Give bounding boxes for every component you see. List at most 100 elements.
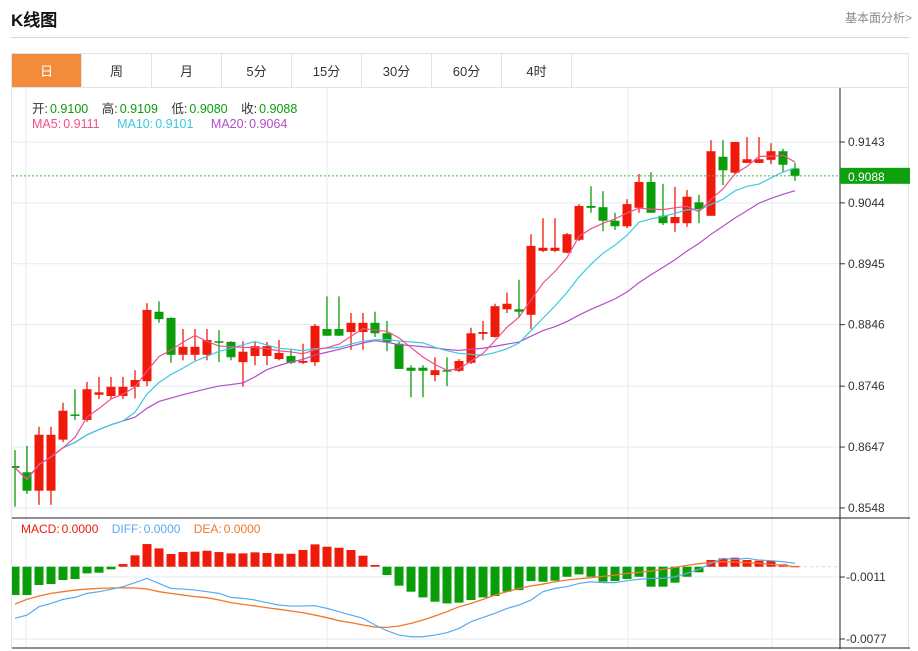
low-label: 低: [171, 102, 188, 116]
candle-down [718, 156, 728, 171]
macd-bar [202, 550, 212, 567]
tab-5min[interactable]: 5分 [222, 54, 292, 87]
fundamental-analysis-link[interactable]: 基本面分析> [844, 11, 912, 25]
candle-up [142, 309, 152, 382]
macd-bar [298, 549, 308, 567]
macd-bar [34, 566, 44, 586]
macd-bar [682, 566, 692, 577]
macd-bar [310, 544, 320, 567]
candle-down [12, 466, 20, 468]
candle-up [562, 234, 572, 253]
macd-bar [250, 552, 260, 567]
macd-bar [130, 555, 140, 567]
candle-up [250, 346, 260, 357]
macd-tick-label: -0.0077 [846, 632, 887, 646]
dea-line [14, 561, 796, 629]
macd-bar [118, 564, 128, 567]
kline-chart-area[interactable]: 0.9143 0.9044 0.8945 0.8846 0.8746 0.8647 0.85… [11, 88, 910, 649]
kline-chart[interactable]: 0.9143 0.9044 0.8945 0.8846 0.8746 0.8647 0.85… [12, 88, 910, 649]
candle-down [166, 317, 176, 355]
macd-bar [670, 566, 680, 583]
macd-bar [70, 566, 80, 580]
candle-down [778, 151, 788, 165]
candle-up [274, 352, 284, 360]
macd-value: 0.0000 [61, 522, 99, 536]
candle-up [238, 351, 248, 363]
candle-up [190, 346, 200, 355]
macd-bar [394, 566, 404, 586]
ma20-line [14, 190, 796, 481]
candle-down [646, 181, 656, 213]
macd-bar [58, 566, 68, 581]
current-price-label: 0.9088 [848, 170, 885, 184]
macd-bar [334, 547, 344, 567]
macd-bar [526, 566, 536, 582]
macd-bar [286, 553, 296, 567]
diff-line [14, 557, 796, 638]
candle-up [706, 151, 716, 216]
candle-up [502, 303, 512, 310]
ma20-value: 0.9064 [249, 117, 288, 131]
high-label: 高: [101, 102, 118, 116]
macd-bar [466, 566, 476, 601]
macd-bar [46, 566, 56, 585]
tab-month[interactable]: 月 [152, 54, 222, 87]
close-value: 0.9088 [259, 102, 298, 116]
macd-bar [430, 566, 440, 602]
macd-bar [94, 566, 104, 573]
divider [11, 37, 909, 38]
current-price-badge [840, 167, 910, 184]
candle-up [118, 386, 128, 396]
dea-label: DEA: [193, 522, 222, 536]
ma5-line [14, 154, 796, 481]
macd-label: MACD: [21, 522, 60, 536]
macd-bar [382, 566, 392, 576]
macd-bar [142, 544, 152, 567]
candle-up [634, 181, 644, 208]
candle-down [154, 311, 164, 320]
macd-bar [646, 566, 656, 587]
macd-bar [574, 566, 584, 575]
ohlc-info: 开: 0.9100 高: 0.9109 低: 0.9080 收: 0.9088 [32, 98, 299, 117]
candle-up [454, 360, 464, 371]
tab-15min[interactable]: 15分 [292, 54, 362, 87]
open-value: 0.9100 [49, 102, 89, 116]
macd-bar [346, 549, 356, 567]
tab-60min[interactable]: 60分 [432, 54, 502, 87]
candle-down [790, 168, 800, 176]
macd-bar [226, 553, 236, 567]
macd-bar [178, 552, 188, 567]
candle-down [694, 202, 704, 210]
candle-up [262, 346, 272, 357]
candle-up [526, 245, 536, 315]
macd-bar [586, 566, 596, 577]
candle-down [658, 215, 668, 224]
candle-up [130, 380, 140, 387]
tab-30min[interactable]: 30分 [362, 54, 432, 87]
candle-down [22, 472, 32, 491]
candle-up [298, 360, 308, 363]
candle-down [610, 220, 620, 227]
ma20-label: MA20: [210, 117, 248, 131]
candle-up [178, 346, 188, 355]
diff-label: DIFF: [111, 522, 142, 536]
macd-bar [12, 566, 20, 596]
close-label: 收: [241, 102, 258, 116]
price-tick-label: 0.8548 [848, 501, 885, 515]
macd-bar [214, 552, 224, 567]
price-tick-label: 0.8647 [848, 440, 885, 454]
macd-bar [742, 560, 752, 567]
open-label: 开: [32, 102, 48, 116]
tab-day[interactable]: 日 [12, 54, 82, 87]
ma10-label: MA10: [117, 117, 154, 131]
macd-bar [274, 553, 284, 567]
candle-up [754, 159, 764, 163]
page-title: K线图 [11, 11, 58, 30]
candle-down [370, 322, 380, 334]
candle-down [382, 333, 392, 342]
tab-4hour[interactable]: 4时 [502, 54, 572, 87]
tab-week[interactable]: 周 [82, 54, 152, 87]
candle-up [58, 410, 68, 440]
high-value: 0.9109 [119, 102, 158, 116]
macd-bar [154, 548, 164, 567]
